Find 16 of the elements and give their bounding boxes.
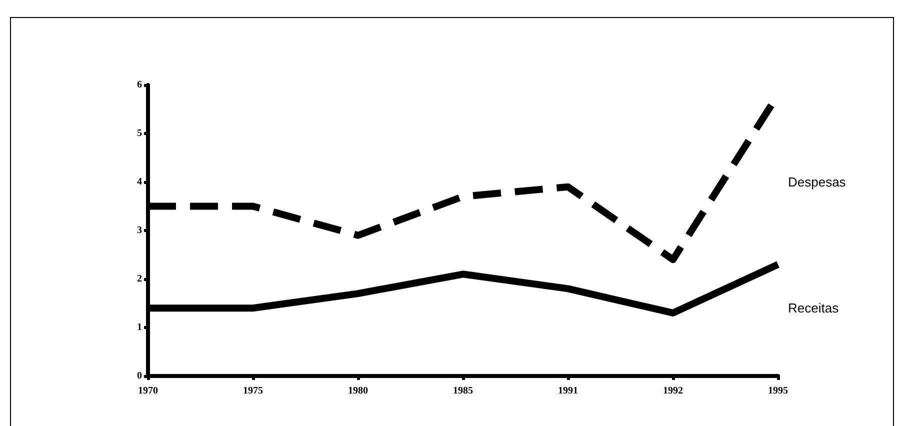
text: Receitas (788, 300, 840, 316)
x-tick-label: 1992 (663, 386, 683, 396)
x-tick-label: 1991 (558, 386, 578, 396)
y-tick-label: 0 (137, 370, 142, 382)
y-tick-label: 6 (137, 80, 142, 90)
x-tick-label: 1985 (453, 386, 473, 396)
y-tick-label: 4 (137, 176, 142, 188)
y-tick-label: 3 (137, 225, 142, 236)
x-tick-label: 1995 (768, 386, 788, 396)
x-tick-label: 1980 (348, 386, 368, 396)
y-tick-label: 1 (137, 322, 142, 333)
x-tick-label: 1975 (243, 386, 263, 396)
text: Despesas (788, 174, 846, 190)
x-tick-label: 1970 (138, 386, 158, 396)
y-tick-label: 2 (137, 274, 142, 284)
y-tick-label: 5 (137, 128, 142, 139)
